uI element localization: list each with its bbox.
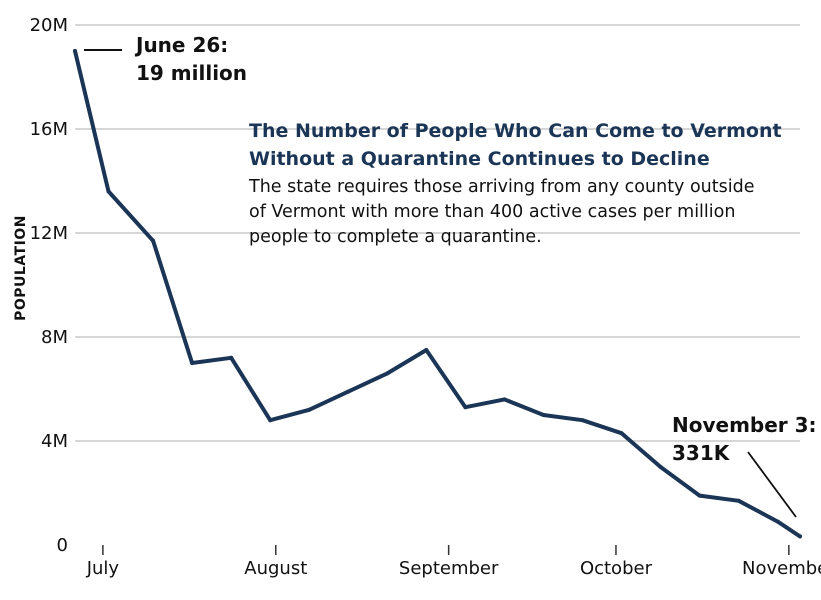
x-tick-label-2: September <box>399 558 499 579</box>
y-tick-label-1: 4M <box>41 431 68 452</box>
gridlines <box>75 24 800 442</box>
data-point-10 <box>463 405 468 410</box>
data-point-7 <box>346 389 351 394</box>
data-point-1 <box>106 189 111 194</box>
data-point-9 <box>424 348 429 352</box>
annotation-end-leader <box>747 451 797 518</box>
chart-title-block: The Number of People Who Can Come to Ver… <box>248 120 782 247</box>
data-point-17 <box>736 498 741 503</box>
chart-title-line-1: The Number of People Who Can Come to Ver… <box>249 120 782 142</box>
annotation-end-line-2: 331K <box>672 441 731 465</box>
data-point-15 <box>658 465 663 469</box>
annotation-start-line-2: 19 million <box>136 61 247 85</box>
data-point-14 <box>619 431 624 436</box>
data-point-2 <box>151 238 156 243</box>
x-tick-label-1: August <box>244 558 307 579</box>
annotation-start-line-1: June 26: <box>134 33 228 57</box>
data-point-3 <box>190 361 195 365</box>
x-axis-ticks: July August September October November <box>86 545 821 579</box>
data-point-4 <box>229 355 234 360</box>
annotation-end-line-1: November 3: <box>672 413 817 437</box>
series-layer <box>73 49 802 539</box>
chart-subtitle-line-2: of Vermont with more than 400 active cas… <box>249 202 735 222</box>
chart-subtitle-line-3: people to complete a quarantine. <box>249 227 542 247</box>
chart-subtitle-line-1: The state requires those arriving from a… <box>248 177 754 197</box>
chart-title-line-2: Without a Quarantine Continues to Declin… <box>249 148 710 170</box>
data-point-13 <box>580 418 585 423</box>
data-point-0 <box>73 49 77 53</box>
data-point-11 <box>502 397 507 402</box>
x-tick-label-3: October <box>580 558 653 579</box>
data-point-18 <box>775 519 780 524</box>
x-tick-label-0: July <box>86 558 120 579</box>
y-axis-label: POPULATION <box>13 215 29 321</box>
series-line-0 <box>73 49 802 539</box>
data-point-6 <box>307 407 312 412</box>
y-tick-label-3: 12M <box>30 223 68 244</box>
y-tick-label-2: 8M <box>41 327 68 348</box>
annotation-end: November 3: 331K <box>672 413 817 518</box>
y-tick-label-4: 16M <box>30 119 68 140</box>
x-tick-label-4: November <box>742 558 821 579</box>
y-tick-label-0: 0 <box>57 535 68 556</box>
data-point-19 <box>798 534 802 539</box>
y-tick-label-5: 20M <box>30 15 68 36</box>
data-point-12 <box>541 413 546 417</box>
data-point-8 <box>385 371 390 376</box>
data-point-16 <box>697 493 702 498</box>
annotation-start: June 26: 19 million <box>84 33 247 85</box>
y-axis-tick-labels: 0 4M 8M 12M 16M 20M <box>30 15 68 556</box>
data-point-5 <box>268 418 273 423</box>
